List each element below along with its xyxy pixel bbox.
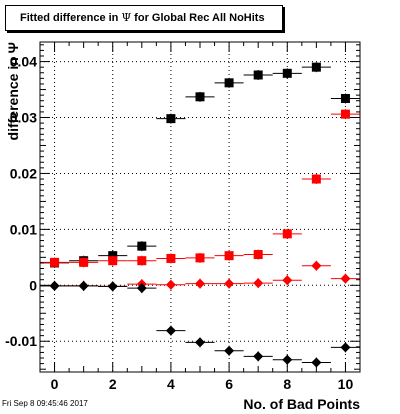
- y-tick-label: 0.01: [10, 221, 37, 237]
- title-symbol: Ψ: [121, 11, 132, 24]
- axis-ticks: 0 2 4 6 8 10 -0.01 0 0.01 0.02 0.03 0.04: [5, 42, 360, 392]
- x-tick-label: 0: [51, 376, 59, 392]
- data-point-square: [282, 229, 292, 239]
- y-tick-label: 0: [29, 277, 37, 293]
- data-point-square: [224, 251, 234, 261]
- data-point-square: [166, 253, 176, 263]
- data-point-diamond: [195, 278, 205, 289]
- data-point-square: [253, 70, 263, 80]
- data-point-diamond: [340, 342, 351, 353]
- data-point-square: [311, 174, 321, 184]
- data-point-diamond: [311, 260, 322, 271]
- data-point-diamond: [282, 354, 293, 365]
- y-tick-label: -0.01: [5, 333, 37, 349]
- data-point-square: [166, 114, 176, 124]
- title-suffix: for Global Rec All NoHits: [131, 12, 265, 24]
- data-point-square: [195, 92, 205, 102]
- timestamp: Fri Sep 8 09:45:46 2017: [2, 399, 88, 408]
- data-point-square: [108, 256, 118, 266]
- data-point-square: [253, 250, 263, 260]
- data-point-square: [282, 68, 292, 78]
- data-point-square: [108, 251, 118, 261]
- data-point-square: [340, 109, 350, 119]
- data-point-diamond: [311, 357, 322, 368]
- data-point-square: [224, 78, 234, 88]
- data-point-diamond: [136, 283, 147, 294]
- grid-lines: [40, 42, 360, 372]
- data-point-diamond: [165, 325, 176, 336]
- x-axis-title: No. of Bad Points: [243, 396, 360, 412]
- y-tick-label: 0.03: [10, 110, 37, 126]
- data-point-square: [79, 257, 89, 267]
- data-point-diamond: [253, 351, 264, 362]
- y-axis-title: difference in Ψ: [5, 42, 21, 140]
- x-tick-label: 10: [338, 376, 354, 392]
- data-series: [40, 62, 360, 368]
- data-point-diamond: [224, 278, 235, 289]
- data-point-square: [137, 241, 147, 251]
- data-point-square: [340, 93, 350, 103]
- data-point-diamond: [78, 280, 89, 291]
- chart-title-box: Fitted difference in Ψ for Global Rec Al…: [5, 5, 283, 31]
- plot-frame: [39, 41, 361, 373]
- title-prefix: Fitted difference in: [20, 12, 122, 24]
- y-tick-label: 0.04: [10, 54, 37, 70]
- x-tick-label: 8: [283, 376, 291, 392]
- data-point-diamond: [282, 275, 293, 286]
- data-point-square: [311, 62, 321, 72]
- data-point-diamond: [340, 273, 351, 284]
- data-point-diamond: [253, 278, 264, 289]
- data-point-square: [50, 257, 60, 267]
- data-point-diamond: [195, 337, 205, 348]
- data-point-diamond: [165, 279, 176, 290]
- x-tick-label: 6: [225, 376, 233, 392]
- data-point-diamond: [107, 281, 118, 292]
- data-point-square: [195, 253, 205, 263]
- y-tick-label: 0.02: [10, 165, 37, 181]
- x-tick-label: 4: [167, 376, 175, 392]
- x-tick-label: 2: [109, 376, 117, 392]
- data-point-diamond: [224, 345, 235, 356]
- data-point-diamond: [49, 280, 60, 291]
- data-point-square: [137, 256, 147, 266]
